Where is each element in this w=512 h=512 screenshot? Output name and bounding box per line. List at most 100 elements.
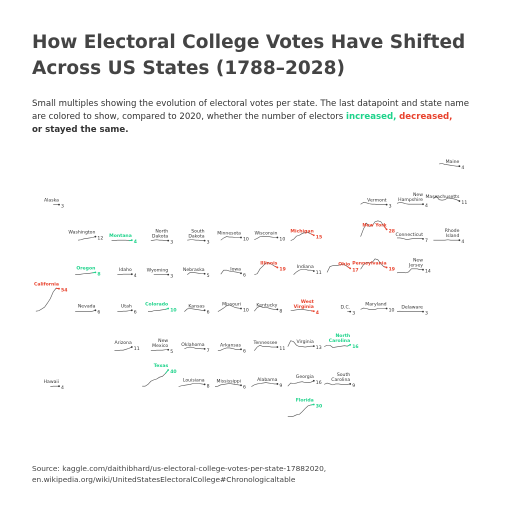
state-value: 3 (61, 204, 64, 210)
last-point (58, 287, 60, 290)
sparkline (251, 382, 278, 387)
state-value: 9 (279, 383, 282, 389)
last-point (130, 239, 133, 242)
sparkline (117, 310, 132, 312)
state-name: Georgia (296, 374, 314, 380)
state-name-line: Hampshire (398, 197, 423, 203)
sparkline (254, 305, 278, 312)
state-name: Alaska (44, 198, 59, 204)
state-name: Alabama (257, 377, 277, 383)
state-name-line: North (335, 333, 350, 339)
state-value: 6 (97, 309, 100, 315)
last-point (167, 307, 170, 310)
state-name-line: South (337, 372, 350, 378)
subtitle-same: or stayed the same. (32, 125, 129, 135)
state-name: Minnesota (217, 231, 241, 237)
state-name: Virginia (296, 339, 314, 345)
state-name: Maine (446, 159, 460, 165)
state-name: Maryland (365, 302, 386, 308)
last-point (130, 346, 133, 348)
sparkline (326, 263, 351, 273)
sparkline (360, 307, 387, 310)
sparkline (142, 369, 169, 387)
state-name: Florida (296, 398, 314, 404)
last-point (130, 273, 133, 276)
sparkline (324, 382, 351, 386)
sparkline (187, 272, 205, 275)
last-point (167, 369, 170, 371)
state-value: 54 (61, 288, 67, 294)
state-value: 4 (461, 239, 464, 245)
last-point (385, 203, 388, 206)
source-line: en.wikipedia.org/wiki/UnitedStatesElecto… (32, 475, 296, 484)
state-name: New Jersey (408, 258, 423, 269)
state-name: Connecticut (395, 232, 423, 238)
state-value: 10 (243, 308, 249, 314)
state-name: Rhode Island (445, 228, 460, 239)
state-name-line: Jersey (408, 263, 423, 269)
state-value: 15 (316, 234, 322, 240)
last-point (167, 239, 170, 242)
state-name-line: Dakota (188, 234, 204, 240)
title: How Electoral College Votes Have Shifted… (32, 32, 466, 79)
state-name: Oregon (76, 265, 95, 271)
state-name: Arizona (115, 340, 132, 346)
state-name: Missouri (222, 302, 241, 308)
last-point (385, 266, 388, 269)
state-value: 7 (425, 238, 428, 244)
state-value: 4 (134, 239, 137, 245)
state-value: 28 (389, 228, 395, 234)
state-name-line: South (191, 229, 204, 235)
state-value: 9 (352, 383, 355, 389)
state-name: Kentucky (256, 302, 277, 308)
state-name: Tennessee (252, 340, 277, 346)
last-point (312, 403, 315, 406)
last-point (167, 273, 170, 276)
state-name-line: North (155, 229, 168, 235)
sparkline (220, 236, 241, 241)
state-name-line: Carolina (329, 338, 350, 344)
state-name-line: Carolina (331, 377, 350, 383)
last-point (94, 235, 97, 238)
sparkline (114, 346, 132, 351)
sparkline (178, 383, 205, 387)
state-value: 3 (352, 311, 355, 317)
state-name-line: New (413, 258, 423, 264)
sparkline (220, 269, 242, 275)
sparkline (360, 202, 387, 205)
source-line: Source: kaggle.com/daithibhard/us-electo… (32, 464, 327, 473)
state-name: Texas (154, 363, 169, 369)
sparkline (254, 235, 278, 241)
state-name: Illinois (260, 260, 277, 266)
sparkline (360, 258, 387, 270)
last-point (203, 383, 206, 386)
state-value: 3 (207, 240, 210, 246)
last-point (94, 271, 97, 274)
last-point (94, 309, 97, 312)
sparkline (184, 308, 205, 312)
sparkline (396, 202, 423, 205)
sparkline (254, 344, 278, 351)
state-name-line: Virginia (294, 304, 314, 310)
sparkline (397, 237, 424, 240)
last-point (312, 270, 315, 272)
sparkline (75, 310, 96, 312)
sparkline (217, 347, 241, 351)
state-tile: D.C.3 (341, 305, 356, 317)
